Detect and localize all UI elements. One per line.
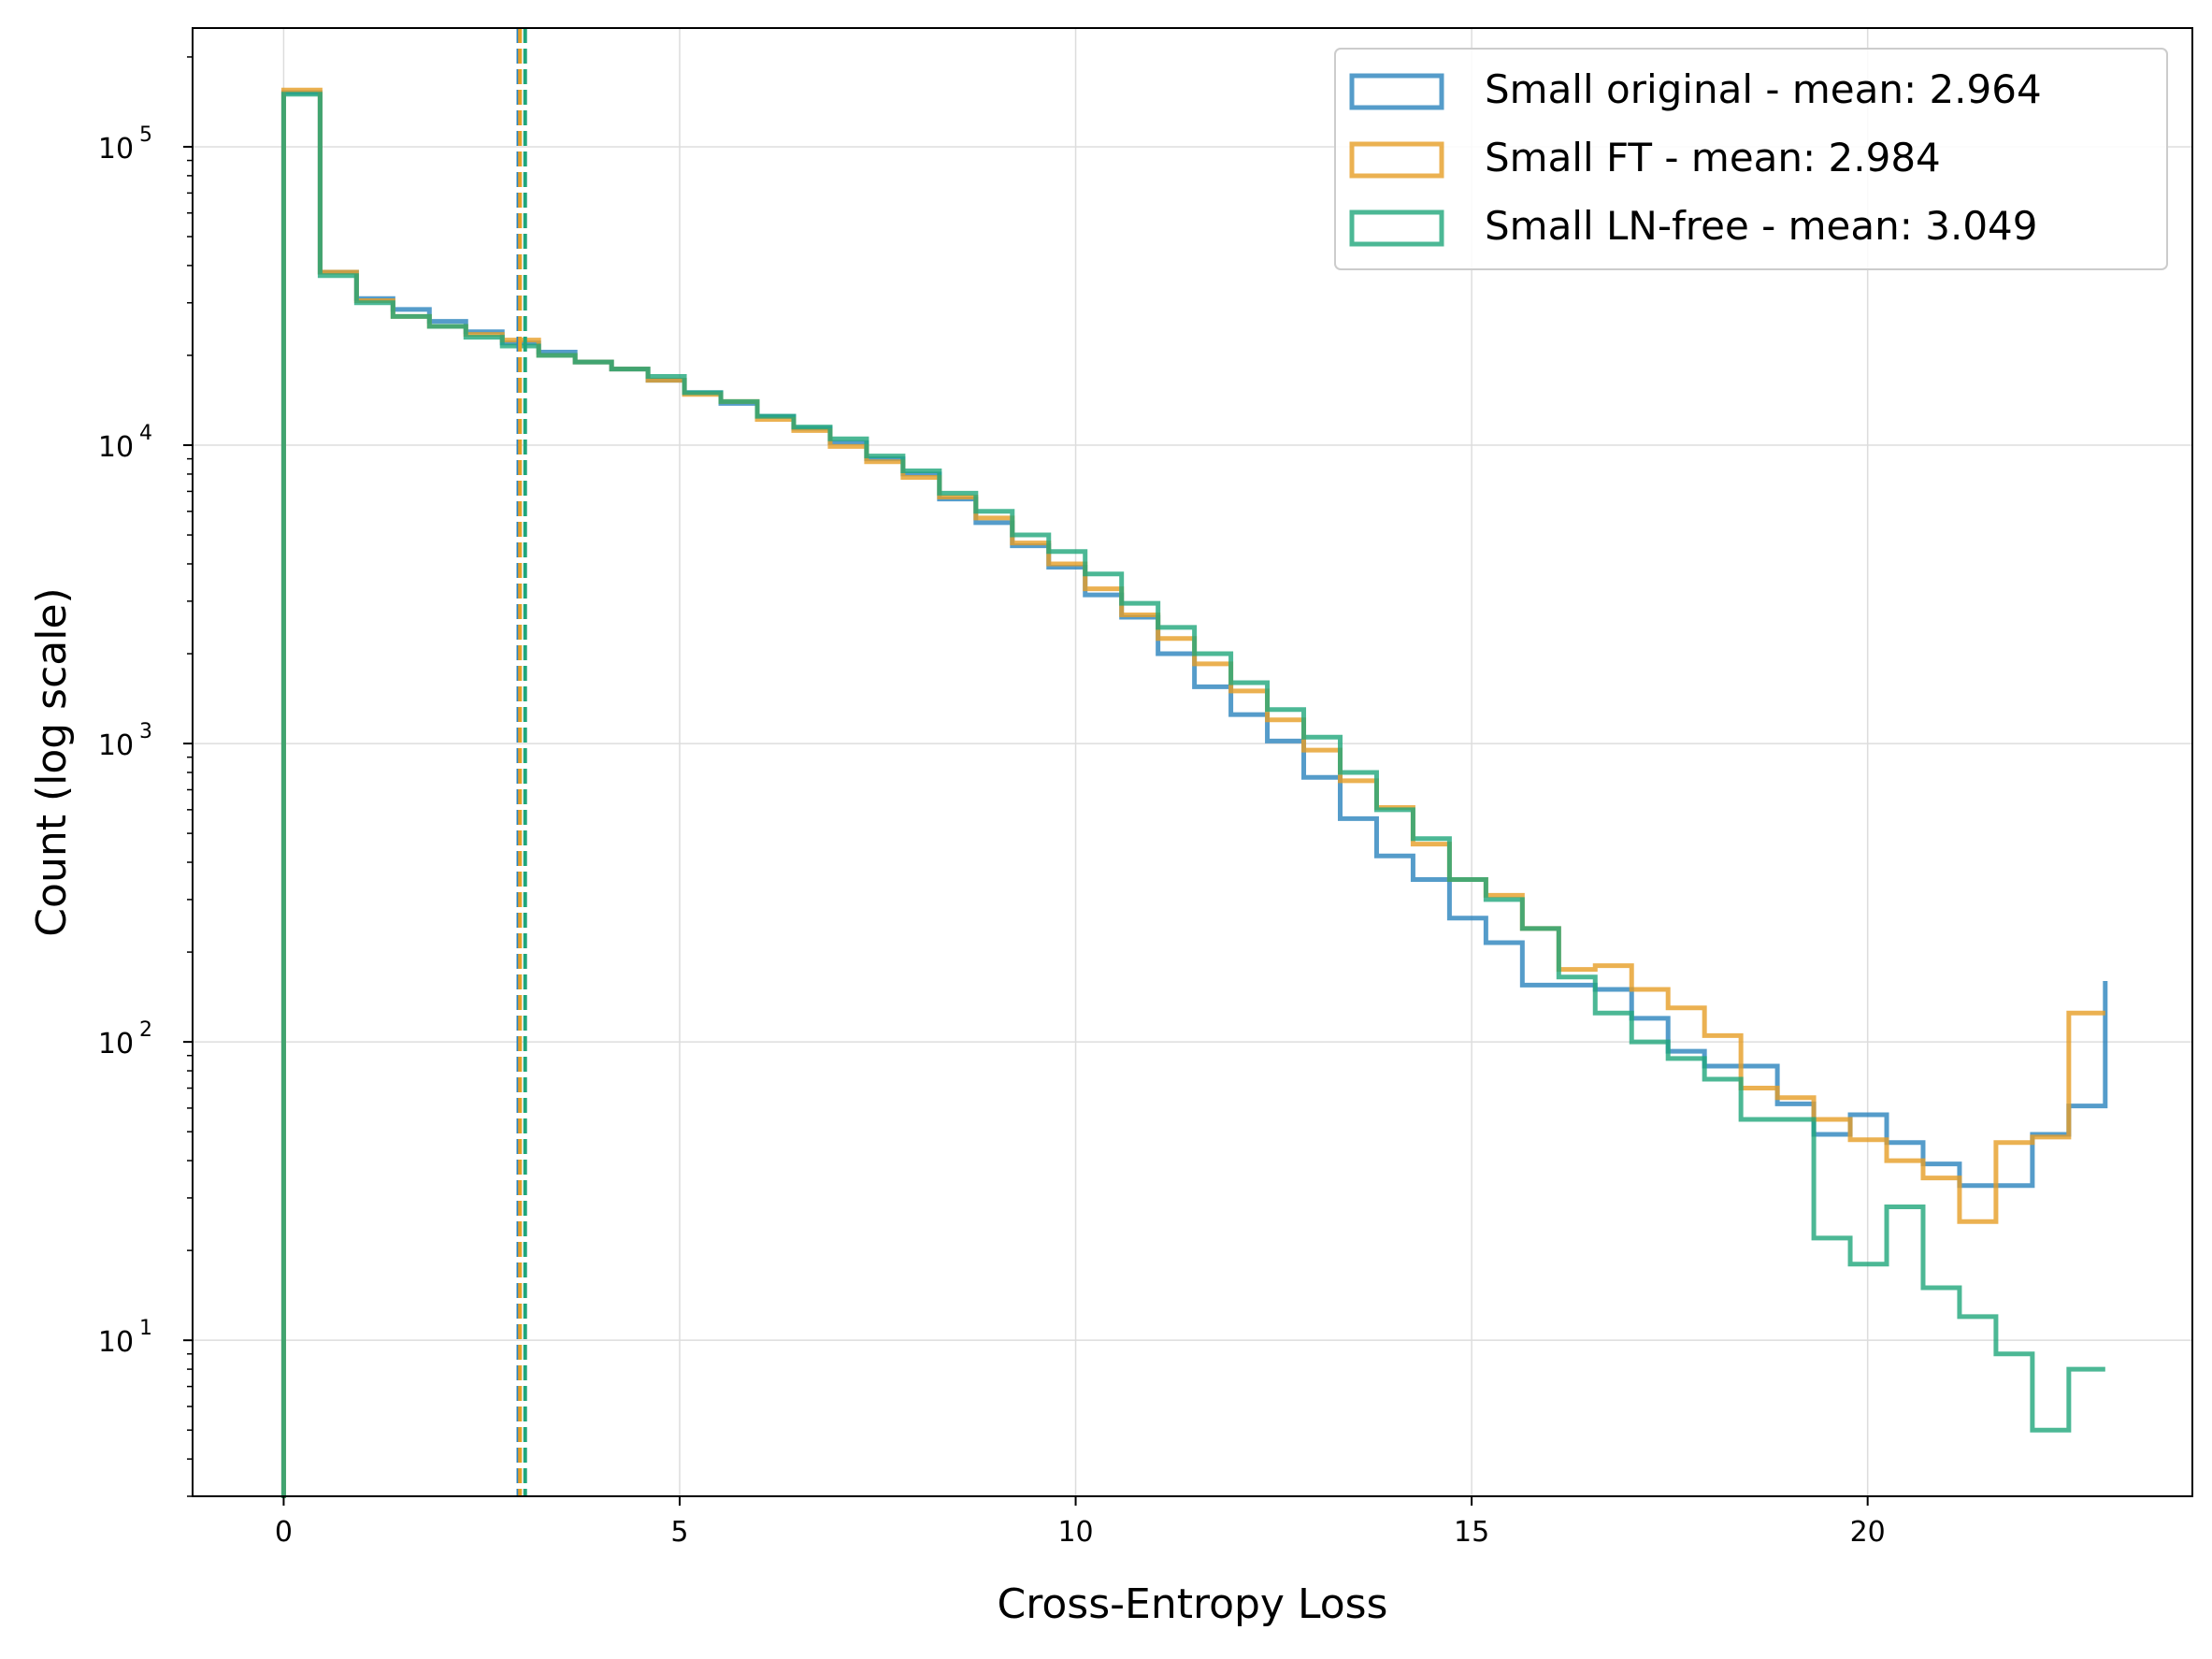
histogram-bin xyxy=(2069,1369,2105,1496)
histogram-bin xyxy=(1704,1079,1741,1496)
histogram-bin xyxy=(1595,1013,1631,1496)
mean-lines xyxy=(516,28,527,1496)
series-3 xyxy=(280,92,2105,1498)
histogram-bin xyxy=(320,276,356,1496)
histogram-bin xyxy=(1631,1042,1668,1496)
histogram-bin xyxy=(867,456,903,1496)
histogram-bin xyxy=(1268,710,1304,1496)
histogram-bin xyxy=(1013,535,1049,1496)
y-tick-exponent: 5 xyxy=(139,123,152,147)
x-tick-label: 15 xyxy=(1454,1516,1489,1549)
x-axis-label: Cross-Entropy Loss xyxy=(998,1580,1388,1628)
legend-label: Small original - mean: 2.964 xyxy=(1485,66,2042,112)
histogram-bin xyxy=(1850,1264,1887,1496)
histogram-bin xyxy=(1668,1059,1704,1496)
histogram-bin xyxy=(940,493,976,1496)
histogram-bin xyxy=(1085,574,1122,1496)
histogram-bin xyxy=(1231,683,1268,1496)
histogram-bin xyxy=(283,94,320,1496)
y-tick-exponent: 2 xyxy=(139,1018,152,1042)
histogram-bin xyxy=(684,393,721,1496)
x-tick-label: 10 xyxy=(1057,1516,1093,1549)
legend-swatch xyxy=(1349,209,1444,247)
histogram-bin xyxy=(1923,1288,1960,1496)
histogram-bin xyxy=(575,362,611,1496)
histogram-bin xyxy=(1049,552,1085,1496)
histogram-bin xyxy=(1376,810,1413,1496)
histogram-bin xyxy=(1741,1119,1777,1496)
histogram-bin xyxy=(721,401,757,1496)
x-tick-label: 5 xyxy=(670,1516,688,1549)
legend: Small original - mean: 2.964 Small FT - m… xyxy=(1334,48,2168,270)
histogram-bin xyxy=(830,439,867,1496)
histogram-bin xyxy=(1887,1207,1923,1496)
histogram-bin xyxy=(393,316,429,1496)
histogram-bin xyxy=(539,355,575,1496)
legend-swatch xyxy=(1349,73,1444,110)
histogram-bin xyxy=(1122,603,1158,1496)
histogram-bin xyxy=(757,416,794,1496)
histogram-bin xyxy=(1814,1238,1850,1496)
x-tick-label: 20 xyxy=(1850,1516,1886,1549)
histogram-bin xyxy=(1960,1317,1996,1496)
histogram-bin xyxy=(1449,880,1486,1496)
histogram-bin xyxy=(794,427,830,1496)
legend-box xyxy=(1334,48,2168,270)
y-tick-label: 10 xyxy=(98,431,134,464)
legend-swatch xyxy=(1349,141,1444,179)
legend-label: Small LN-free - mean: 3.049 xyxy=(1485,203,2038,249)
histogram-bin xyxy=(1522,929,1558,1496)
histogram-bin xyxy=(1340,772,1376,1496)
y-tick-label: 10 xyxy=(98,1326,134,1359)
histogram-bin xyxy=(429,326,466,1496)
histogram-bin xyxy=(356,303,393,1496)
y-tick-exponent: 1 xyxy=(139,1317,152,1340)
histogram-bin xyxy=(1413,839,1449,1496)
histogram-series xyxy=(280,87,2108,1498)
histogram-bin xyxy=(1486,900,1522,1496)
histogram-bin xyxy=(611,369,648,1496)
y-tick-label: 10 xyxy=(98,729,134,762)
histogram-bin xyxy=(2032,1430,2069,1496)
x-axis-ticks: 0 5 10 15 20 xyxy=(275,1496,1886,1549)
series-outline xyxy=(280,92,2105,1498)
y-tick-exponent: 3 xyxy=(139,720,152,743)
histogram-bin xyxy=(1996,1354,2032,1496)
x-tick-label: 0 xyxy=(275,1516,293,1549)
histogram-bin xyxy=(1158,628,1195,1496)
histogram-bin xyxy=(648,376,684,1496)
plot-frame xyxy=(192,27,2193,1497)
histogram-bin xyxy=(976,512,1013,1496)
histogram-bin xyxy=(1195,654,1231,1496)
legend-label: Small FT - mean: 2.984 xyxy=(1485,135,1941,180)
histogram-bin xyxy=(1558,977,1595,1496)
histogram-bin xyxy=(903,471,940,1496)
y-tick-label: 10 xyxy=(98,1028,134,1060)
y-tick-exponent: 4 xyxy=(139,422,152,445)
histogram-bin xyxy=(466,338,502,1496)
y-tick-label: 10 xyxy=(98,133,134,166)
histogram-bin xyxy=(1304,737,1341,1496)
histogram-bin xyxy=(1777,1119,1814,1496)
y-axis-label: Count (log scale) xyxy=(28,587,76,936)
